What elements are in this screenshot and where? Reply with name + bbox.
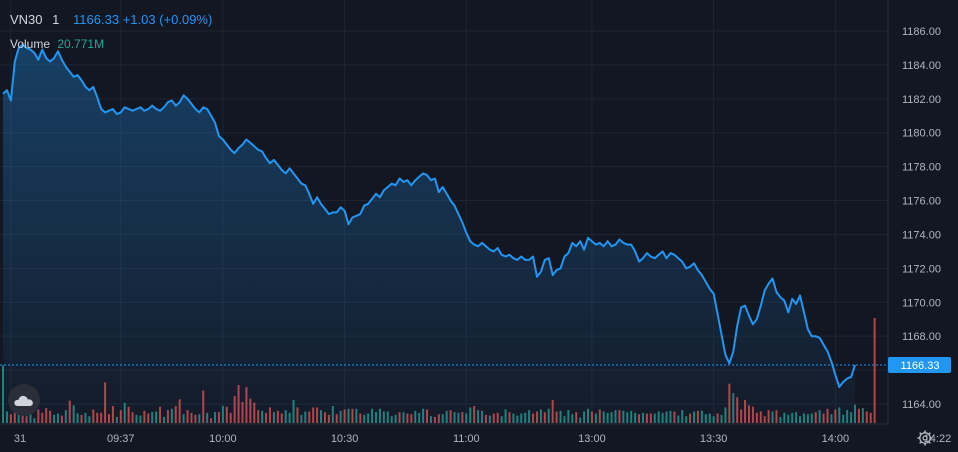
price-change: +1.03 (122, 12, 156, 27)
volume-bar (861, 408, 864, 423)
volume-label: Volume (10, 37, 51, 51)
x-axis-labels: 31 09:37 10:00 10:30 11:00 13:00 13:30 14:00 14:… (14, 433, 951, 445)
x-tick-label: 11:00 (453, 433, 480, 445)
price-area (3, 44, 855, 424)
last-price-badge (888, 357, 951, 374)
volume-bar (869, 412, 872, 423)
x-tick-label: 31 (14, 433, 26, 445)
cloud-logo-icon[interactable] (8, 384, 40, 416)
y-tick-label: 1174.00 (902, 229, 941, 241)
x-tick-label: 09:37 (107, 433, 135, 445)
y-tick-label: 1184.00 (902, 60, 941, 72)
interval[interactable]: 1 (52, 12, 60, 27)
last-price: 1166.33 (73, 12, 120, 27)
y-tick-label: 1164.00 (902, 399, 941, 411)
x-tick-label: 14:00 (822, 433, 850, 445)
volume-bar (873, 318, 876, 423)
y-tick-label: 1180.00 (902, 128, 941, 140)
y-tick-label: 1172.00 (902, 263, 941, 275)
y-tick-label: 1178.00 (902, 162, 941, 174)
y-tick-label: 1186.00 (902, 26, 941, 38)
y-tick-label: 1168.00 (902, 331, 941, 343)
x-tick-label: 13:00 (578, 433, 606, 445)
y-axis-labels: 1186.00 1184.00 1182.00 1180.00 1178.00 1176.… (902, 26, 941, 411)
x-tick-label: 10:00 (209, 433, 237, 445)
price-change-percent: (+0.09%) (159, 12, 213, 27)
volume-bar (865, 411, 868, 423)
volume-value: 20.771M (57, 37, 105, 51)
x-tick-label: 13:30 (700, 433, 728, 445)
x-tick-label: 10:30 (331, 433, 359, 445)
last-price-badge-text: 1166.33 (901, 360, 940, 372)
x-tick-label: 14:22 (924, 433, 952, 445)
gear-icon[interactable] (916, 429, 934, 447)
y-tick-label: 1170.00 (902, 297, 941, 309)
price-axis[interactable] (888, 0, 958, 452)
price-line (2, 43, 856, 388)
symbol[interactable]: VN30 (10, 12, 43, 27)
y-tick-label: 1182.00 (902, 94, 941, 106)
volume-legend: Volume 20.771M (10, 37, 104, 51)
chart-legend: VN30 1 1166.33 +1.03 (+0.09%) (10, 12, 212, 27)
y-tick-label: 1176.00 (902, 196, 941, 208)
volume-bar (857, 408, 860, 423)
